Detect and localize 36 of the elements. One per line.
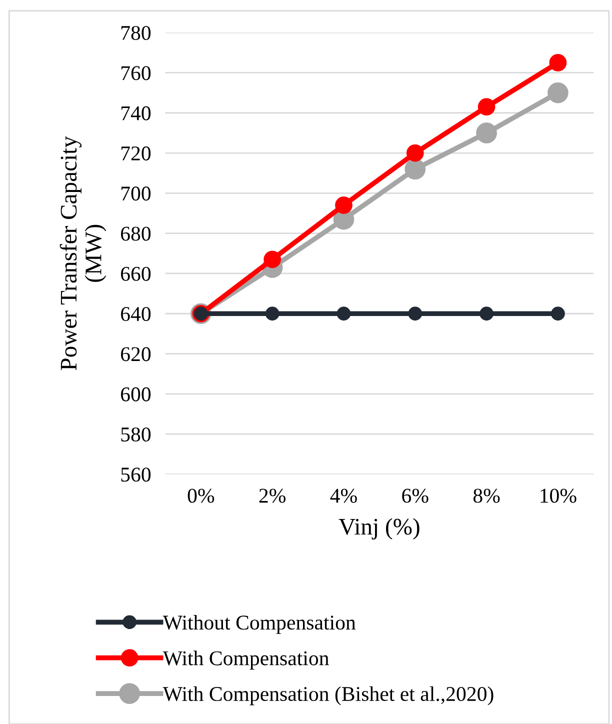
point (264, 250, 282, 268)
y-tick-label: 720 (121, 146, 151, 160)
legend-label: Without Compensation (162, 614, 356, 634)
y-axis-title: Power Transfer Capacity (MW) (60, 136, 106, 370)
point (335, 196, 352, 214)
point (408, 306, 422, 321)
legend-label: With Compensation (162, 650, 329, 670)
y-tick-label: 620 (120, 347, 151, 362)
y-tick-label: 640 (120, 307, 151, 322)
point (550, 306, 565, 321)
y-tick-label: 780 (121, 26, 151, 40)
point (404, 158, 426, 180)
x-tick-label: 10% (540, 488, 576, 503)
point (336, 306, 351, 321)
point (480, 306, 494, 321)
point (478, 98, 496, 116)
x-tick-label: 0% (188, 488, 214, 503)
point (265, 306, 280, 321)
y-tick-label: 660 (120, 266, 151, 281)
x-tick-label: 8% (473, 488, 500, 503)
y-tick-label: 700 (121, 186, 151, 201)
x-tick-label: 6% (402, 488, 428, 503)
point (549, 54, 567, 72)
y-tick-label: 580 (121, 427, 151, 442)
y-tick-label: 600 (120, 387, 151, 402)
y-tick-label: 680 (120, 226, 151, 241)
legend-label: With Compensation (Bishet et al.,2020) (162, 686, 494, 706)
x-tick-label: 4% (330, 488, 357, 503)
x-tick-label: 2% (259, 488, 286, 503)
y-tick-label: 740 (121, 106, 151, 120)
point (548, 82, 568, 104)
point (476, 122, 497, 144)
x-axis-title: Vinj (%) (338, 518, 420, 540)
point (406, 144, 424, 162)
y-tick-label: 760 (121, 66, 151, 80)
y-tick-label: 560 (121, 468, 151, 482)
